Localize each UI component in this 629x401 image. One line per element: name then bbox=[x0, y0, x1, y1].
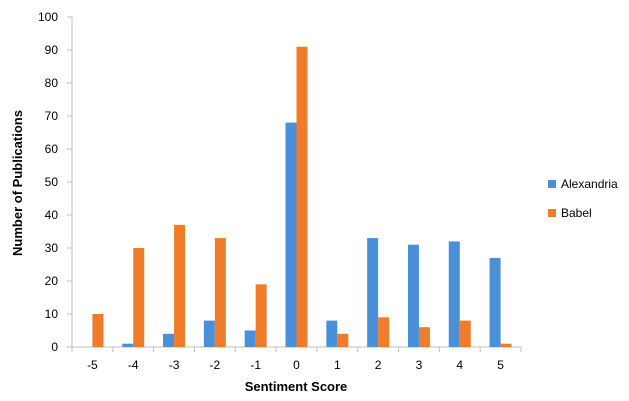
bar-babel--2 bbox=[214, 238, 226, 347]
bar-alexandria--4 bbox=[122, 343, 134, 347]
y-axis-title: Number of Publications bbox=[10, 110, 25, 256]
bar-babel-4 bbox=[459, 320, 471, 347]
bar-babel-1 bbox=[337, 333, 349, 347]
y-tick-label: 0 bbox=[51, 340, 58, 354]
bar-alexandria--3 bbox=[163, 333, 175, 347]
bar-babel--5 bbox=[92, 314, 104, 347]
bar-babel-0 bbox=[296, 46, 308, 347]
y-tick-label: 40 bbox=[45, 208, 59, 222]
bars bbox=[92, 46, 512, 347]
y-tick-label: 50 bbox=[45, 175, 59, 189]
bar-babel--3 bbox=[174, 224, 186, 347]
y-tick-label: 90 bbox=[45, 43, 59, 57]
x-tick-label: 1 bbox=[334, 358, 341, 372]
x-tick-label: 5 bbox=[497, 358, 504, 372]
x-tick-label: -3 bbox=[169, 358, 180, 372]
y-tick-label: 10 bbox=[45, 307, 59, 321]
bar-babel--1 bbox=[255, 284, 267, 347]
legend-swatch-babel bbox=[548, 209, 556, 217]
x-tick-label: -5 bbox=[87, 358, 98, 372]
y-tick-label: 100 bbox=[38, 10, 58, 24]
x-tick-label: 3 bbox=[416, 358, 423, 372]
bar-babel--4 bbox=[133, 248, 145, 347]
legend-label-babel: Babel bbox=[561, 206, 592, 220]
legend: Alexandria Babel bbox=[548, 177, 618, 220]
x-tick-label: -2 bbox=[210, 358, 221, 372]
x-tick-label: 4 bbox=[456, 358, 463, 372]
bar-alexandria-3 bbox=[407, 244, 419, 347]
y-tick-label: 80 bbox=[45, 76, 59, 90]
x-tick-label: -1 bbox=[250, 358, 261, 372]
bar-babel-5 bbox=[500, 343, 512, 347]
x-tick-label: 0 bbox=[293, 358, 300, 372]
x-tick-label: -4 bbox=[128, 358, 139, 372]
bar-alexandria-5 bbox=[489, 257, 501, 347]
x-axis-ticks: -5 -4 -3 -2 -1 0 1 2 3 4 5 bbox=[71, 347, 522, 372]
y-tick-label: 70 bbox=[45, 109, 59, 123]
y-tick-label: 20 bbox=[45, 274, 59, 288]
bar-alexandria--1 bbox=[244, 330, 256, 347]
bar-alexandria-0 bbox=[285, 122, 297, 347]
x-axis-title: Sentiment Score bbox=[245, 379, 348, 394]
y-tick-label: 60 bbox=[45, 142, 59, 156]
bar-alexandria-4 bbox=[448, 241, 460, 347]
legend-label-alexandria: Alexandria bbox=[561, 177, 618, 191]
bar-babel-2 bbox=[378, 317, 390, 347]
bar-alexandria-2 bbox=[367, 238, 379, 347]
bar-alexandria-1 bbox=[326, 320, 338, 347]
bar-babel-3 bbox=[418, 327, 430, 347]
y-tick-label: 30 bbox=[45, 241, 59, 255]
legend-swatch-alexandria bbox=[548, 180, 556, 188]
bar-alexandria--2 bbox=[203, 320, 215, 347]
y-axis-ticks: 0 10 20 30 40 50 60 70 80 90 100 bbox=[38, 10, 72, 354]
x-tick-label: 2 bbox=[375, 358, 382, 372]
